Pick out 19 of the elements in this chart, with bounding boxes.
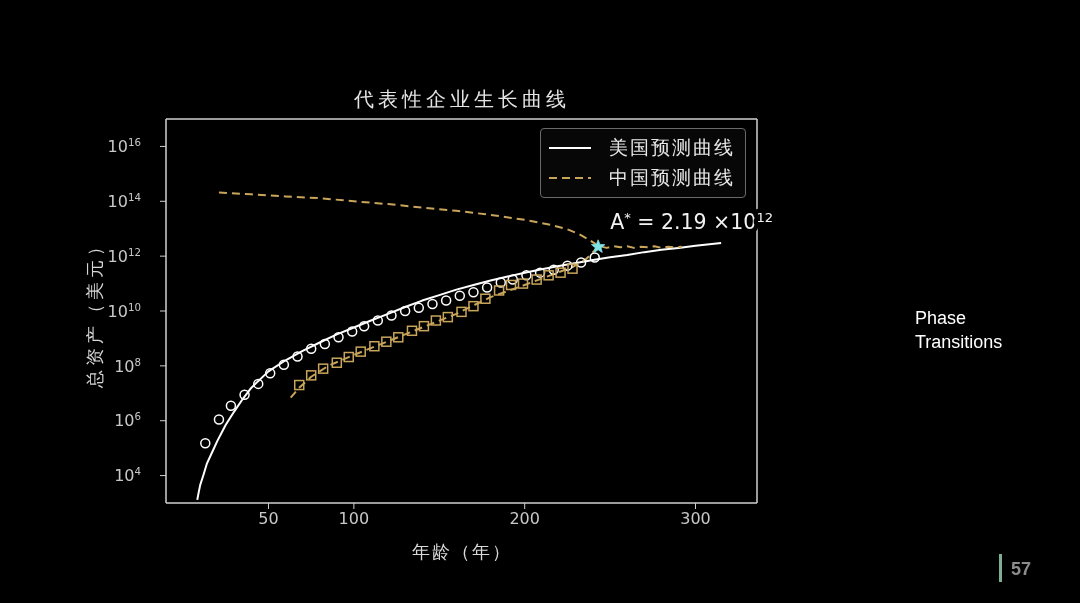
y-tick-label: 10$^{14}$	[107, 191, 141, 212]
x-tick-label: 200	[509, 509, 540, 529]
y-tick-label: 10$^{10}$	[107, 300, 141, 321]
text: Phase Transitions	[915, 307, 1004, 354]
y-tick-label: 10$^{16}$	[107, 136, 141, 157]
x-tick-label: 300	[680, 509, 711, 529]
y-tick-label: 10$^{6}$	[114, 410, 141, 431]
x-tick-label: 50	[258, 509, 279, 529]
x-tick-label: 100	[338, 509, 370, 529]
y-tick-label: 10$^{4}$	[114, 465, 141, 486]
y-axis-title: 总资产（美元）	[84, 234, 106, 388]
annotation: A$^{*}$ = 2.19 ×10$^{12}$	[610, 209, 774, 234]
chart-title: 代表性企业生长曲线	[352, 87, 571, 111]
legend-label: 美国预测曲线	[609, 135, 735, 160]
legend-label: 中国预测曲线	[609, 165, 735, 190]
y-tick-label: 10$^{12}$	[107, 245, 141, 266]
text: 57	[1011, 558, 1032, 580]
y-tick-label: 10$^{8}$	[114, 355, 141, 376]
x-axis-title: 年龄（年）	[411, 541, 512, 562]
